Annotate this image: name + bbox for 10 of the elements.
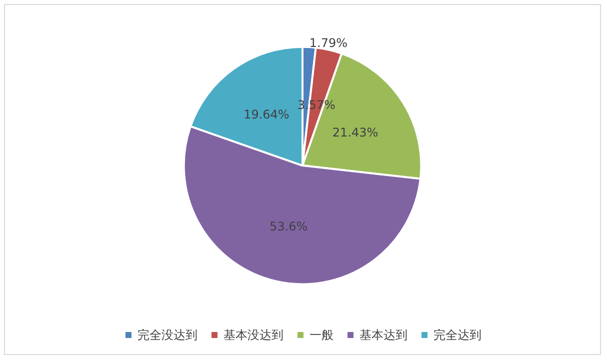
data-label: 3.57%	[297, 98, 336, 112]
data-label: 1.79%	[309, 36, 348, 50]
legend-label: 一般	[310, 328, 334, 342]
legend-label: 完全没达到	[138, 328, 198, 342]
data-label: 21.43%	[332, 125, 378, 140]
legend-label: 基本没达到	[224, 328, 284, 342]
data-label: 19.64%	[244, 108, 290, 122]
legend-label: 基本达到	[360, 328, 408, 342]
legend-label: 完全达到	[434, 328, 482, 342]
data-label: 53.6%	[270, 219, 308, 234]
